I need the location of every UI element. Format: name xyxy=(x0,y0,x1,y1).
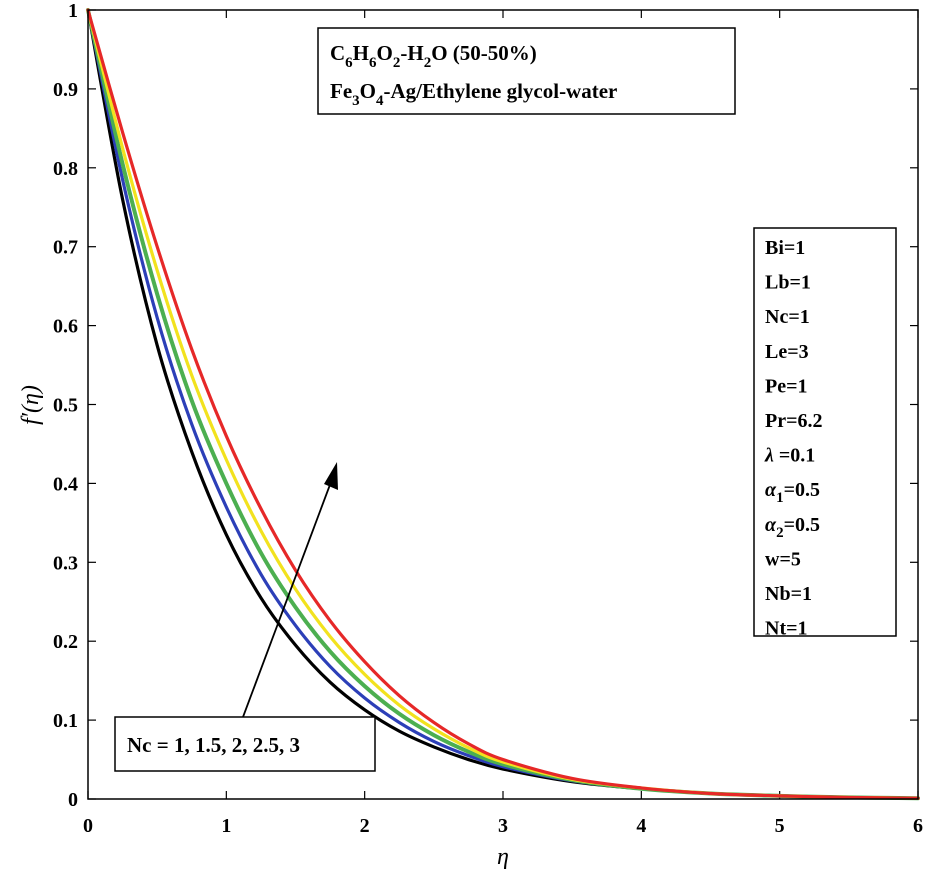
y-tick-label: 0.6 xyxy=(53,316,78,338)
parameter-item: Lb=1 xyxy=(765,272,811,294)
parameter-item: w=5 xyxy=(765,548,801,570)
fluid-title-box-frame xyxy=(317,27,736,115)
series-curves xyxy=(86,8,920,801)
y-tick-label: 0 xyxy=(68,789,78,811)
ticks: 0 1 2 3 4 5 6 0 0.1 0.2 0.3 0.4 0.5 0.6 0.7 0.8 0.9 1 xyxy=(53,0,923,837)
nc-values-box: Nc = 1, 1.5, 2, 2.5, 3 xyxy=(114,716,376,772)
parameter-item: Pr=6.2 xyxy=(765,410,823,432)
parameter-item: λ =0.1 xyxy=(764,445,815,467)
y-tick-label: 0.7 xyxy=(53,237,78,259)
parameter-item: α1=0.5 xyxy=(765,479,820,506)
y-tick-label: 0.1 xyxy=(53,710,78,732)
x-axis-label: η xyxy=(497,844,509,870)
parameter-item: Bi=1 xyxy=(765,237,805,259)
series-line-5 xyxy=(86,8,920,800)
x-tick-label: 0 xyxy=(83,815,93,837)
parameter-item: Le=3 xyxy=(765,341,809,363)
x-tick-label: 1 xyxy=(221,815,231,837)
parameter-item: Nc=1 xyxy=(765,306,810,328)
parameter-list: Bi=1 Lb=1 Nc=1 Le=3 Pe=1 Pr=6.2 λ =0.1 α1=0.5 α2… xyxy=(764,237,823,640)
y-tick-label: 0.5 xyxy=(53,395,78,417)
y-tick-label: 0.2 xyxy=(53,631,78,653)
nc-values-box-frame xyxy=(114,716,376,772)
parameter-item: Nb=1 xyxy=(765,583,812,605)
x-tick-label: 4 xyxy=(636,815,646,837)
x-tick-label: 3 xyxy=(498,815,508,837)
x-tick-label: 5 xyxy=(775,815,785,837)
nc-values-label: Nc = 1, 1.5, 2, 2.5, 3 xyxy=(127,733,300,757)
trend-arrow-head xyxy=(324,462,338,490)
y-tick-label: 0.3 xyxy=(53,552,78,574)
y-tick-label: 0.4 xyxy=(53,473,78,495)
parameter-item: Nt=1 xyxy=(765,618,808,640)
parameter-box-frame xyxy=(753,227,897,637)
x-tick-label: 2 xyxy=(360,815,370,837)
parameter-item: Pe=1 xyxy=(765,375,808,397)
trend-arrow xyxy=(242,462,338,718)
plot-frame xyxy=(87,9,919,800)
fluid-title-line-2: Fe3O4-Ag/Ethylene glycol-water xyxy=(330,79,617,109)
trend-arrow-shaft xyxy=(242,481,332,718)
y-axis-label: f′(η) xyxy=(18,385,44,425)
parameter-box: Bi=1 Lb=1 Nc=1 Le=3 Pe=1 Pr=6.2 λ =0.1 α1=0.5 α2… xyxy=(753,227,897,640)
fluid-title-box: C6H6O2-H2O (50-50%) Fe3O4-Ag/Ethylene gl… xyxy=(317,27,736,115)
parameter-item: α2=0.5 xyxy=(765,514,820,541)
fluid-title-line-1: C6H6O2-H2O (50-50%) xyxy=(330,41,537,71)
y-tick-label: 0.8 xyxy=(53,158,78,180)
y-tick-label: 0.9 xyxy=(53,79,78,101)
x-tick-label: 6 xyxy=(913,815,923,837)
y-tick-label: 1 xyxy=(68,0,78,22)
